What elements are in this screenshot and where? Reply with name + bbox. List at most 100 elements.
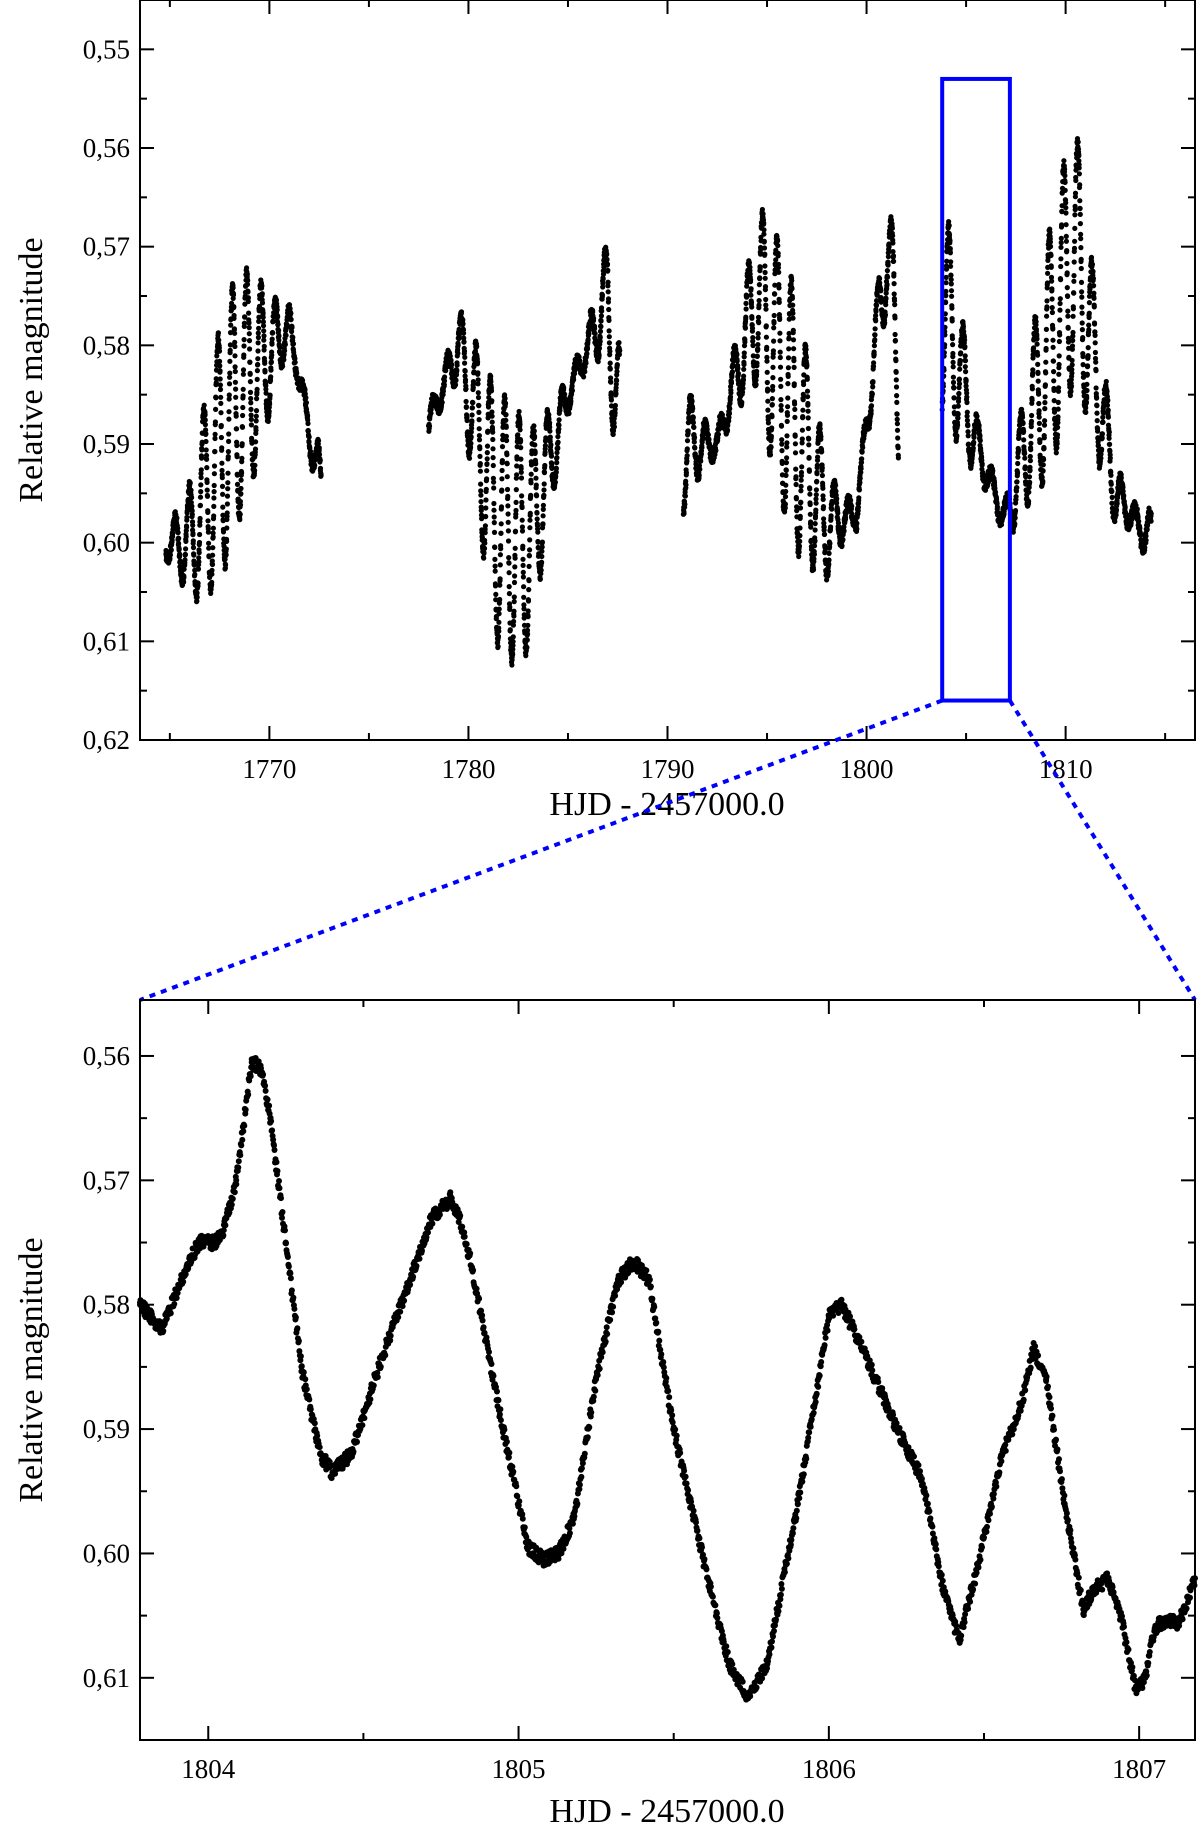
top-data-point — [784, 455, 790, 461]
top-data-point — [280, 363, 286, 369]
top-data-point — [611, 420, 617, 426]
top-data-point — [805, 415, 811, 421]
top-data-point — [812, 521, 818, 527]
top-data-point — [804, 376, 810, 382]
top-data-point — [1050, 358, 1056, 364]
top-data-point — [217, 382, 223, 388]
top-data-point — [212, 431, 218, 437]
top-data-point — [275, 321, 281, 327]
top-data-point — [441, 378, 448, 384]
top-data-point — [748, 299, 755, 305]
top-data-point — [525, 614, 531, 620]
top-data-point — [211, 463, 218, 469]
top-data-point — [1078, 245, 1084, 251]
top-data-point — [765, 398, 771, 404]
top-data-point — [607, 348, 613, 354]
top-data-point — [212, 419, 218, 425]
top-data-point — [485, 428, 491, 434]
top-data-point — [790, 327, 796, 333]
top-data-point — [598, 324, 604, 330]
top-data-point — [244, 265, 250, 271]
top-data-point — [519, 499, 525, 505]
top-data-point — [252, 446, 259, 452]
top-data-point — [1071, 245, 1078, 251]
top-data-point — [1073, 177, 1079, 184]
top-data-point — [227, 347, 233, 353]
top-data-point — [217, 376, 223, 382]
top-data-point — [557, 407, 563, 413]
top-data-point — [253, 439, 259, 445]
top-data-point — [793, 481, 799, 488]
top-data-point — [1106, 429, 1112, 435]
top-data-point — [894, 427, 901, 433]
top-data-point — [475, 381, 481, 387]
top-data-point — [739, 399, 745, 405]
top-data-point — [268, 374, 274, 380]
top-data-point — [477, 461, 483, 467]
top-data-point — [226, 396, 232, 402]
top-data-point — [840, 536, 846, 543]
top-data-point — [1086, 327, 1092, 333]
top-data-point — [1041, 457, 1047, 463]
top-data-point — [1104, 388, 1110, 394]
top-data-point — [1036, 427, 1043, 433]
top-data-point — [585, 337, 591, 343]
top-data-point — [811, 551, 818, 558]
top-data-point — [238, 491, 244, 497]
top-data-point — [224, 501, 230, 507]
top-data-point — [534, 493, 540, 499]
top-data-point — [756, 298, 762, 304]
top-data-point — [496, 611, 502, 617]
top-data-point — [219, 460, 225, 466]
top-data-point — [1071, 259, 1077, 265]
top-data-point — [1076, 153, 1082, 159]
top-data-point — [1064, 260, 1070, 267]
top-data-point — [770, 375, 776, 381]
top-data-point — [556, 426, 562, 432]
top-data-point — [1063, 210, 1069, 216]
top-data-point — [224, 525, 230, 531]
top-data-point — [1028, 433, 1034, 439]
top-data-point — [1035, 361, 1041, 367]
top-data-point — [890, 253, 897, 259]
top-data-point — [689, 398, 695, 404]
top-data-point — [799, 427, 806, 433]
top-data-point — [255, 340, 261, 346]
top-data-point — [455, 350, 461, 356]
top-data-point — [748, 277, 754, 283]
top-data-point — [555, 445, 561, 451]
top-data-point — [1100, 410, 1106, 416]
top-data-point — [462, 373, 468, 379]
top-data-point — [871, 360, 877, 366]
top-data-point — [965, 441, 972, 447]
top-data-point — [541, 481, 547, 487]
top-data-point — [686, 414, 692, 420]
top-data-point — [857, 475, 863, 481]
top-data-point — [1080, 335, 1086, 341]
top-data-point — [197, 494, 204, 500]
top-data-point — [223, 546, 229, 552]
top-data-point — [488, 373, 494, 379]
top-data-point — [692, 445, 698, 451]
top-data-point — [490, 462, 496, 469]
top-data-point — [512, 555, 518, 561]
top-data-point — [1016, 435, 1022, 441]
top-data-point — [960, 323, 967, 330]
top-data-point — [233, 394, 239, 400]
top-data-point — [537, 576, 543, 582]
top-data-point — [539, 559, 545, 565]
top-data-point — [1029, 386, 1035, 392]
top-data-point — [772, 282, 778, 288]
top-data-point — [478, 492, 484, 498]
top-data-point — [1121, 492, 1127, 499]
top-data-point — [977, 438, 983, 444]
top-data-point — [241, 343, 247, 349]
top-data-point — [514, 456, 520, 462]
top-data-point — [691, 424, 697, 430]
top-data-point — [607, 366, 613, 372]
top-data-point — [505, 493, 511, 499]
top-data-point — [211, 513, 217, 519]
top-data-point — [305, 428, 311, 434]
top-data-point — [269, 336, 275, 342]
top-data-point — [1022, 464, 1028, 470]
